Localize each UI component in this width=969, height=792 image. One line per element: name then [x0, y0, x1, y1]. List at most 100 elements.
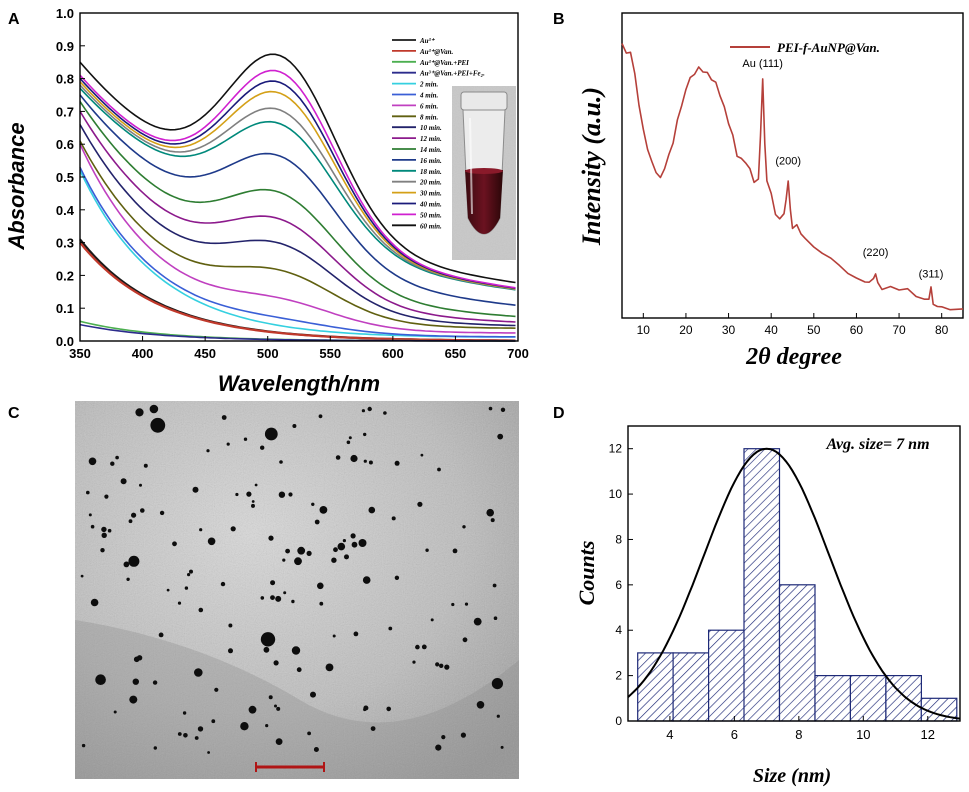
uv-vis-legend-label: 16 min. — [420, 157, 442, 165]
nanoparticle-dot — [264, 427, 278, 441]
nanoparticle-dot — [115, 455, 119, 460]
uv-vis-chart: 350 400 450 500 550 600 650 700 0.0 0.1 0.2 0.3 0.4 0… — [4, 6, 529, 396]
nanoparticle-dot — [189, 569, 193, 574]
nanoparticle-dot — [394, 460, 400, 466]
nanoparticle-dot — [260, 632, 276, 647]
nanoparticle-dot — [497, 433, 504, 440]
nanoparticle-dot — [211, 719, 216, 724]
histogram-y-tick-label: 4 — [615, 623, 622, 637]
nanoparticle-dot — [444, 664, 450, 670]
histogram-x-tick-label: 8 — [795, 727, 802, 742]
nanoparticle-dot — [307, 731, 311, 736]
nanoparticle-dot — [104, 494, 109, 499]
nanoparticle-dot — [88, 513, 92, 517]
nanoparticle-dot — [129, 695, 138, 704]
nanoparticle-dot — [464, 602, 469, 606]
nanoparticle-dot — [346, 440, 351, 445]
nanoparticle-dot — [278, 491, 286, 498]
nanoparticle-dot — [319, 601, 324, 606]
nanoparticle-dot — [113, 710, 117, 714]
nanoparticle-dot — [283, 591, 287, 595]
histogram-bar — [672, 652, 710, 722]
nanoparticle-dot — [101, 526, 107, 533]
uv-vis-y-tick-label: 0.4 — [56, 203, 75, 218]
nanoparticle-dot — [500, 407, 506, 412]
nanoparticle-dot — [263, 646, 270, 653]
nanoparticle-dot — [198, 607, 204, 613]
nanoparticle-dot — [297, 546, 306, 555]
nanoparticle-dot — [491, 678, 503, 690]
xrd-plot-frame — [621, 12, 964, 319]
uv-vis-series-line — [79, 87, 516, 291]
nanoparticle-dot — [221, 415, 227, 420]
nanoparticle-dot — [437, 467, 441, 472]
nanoparticle-dot — [143, 463, 148, 468]
uv-vis-y-tick-label: 0.3 — [56, 236, 74, 251]
gaussian-fit-line — [627, 447, 961, 720]
nanoparticle-dot — [214, 687, 219, 692]
nanoparticle-dot — [199, 528, 203, 532]
nanoparticle-dot — [149, 404, 159, 414]
panel-label-d: D — [553, 405, 565, 422]
nanoparticle-dot — [207, 537, 216, 546]
panel-label-c: C — [8, 405, 20, 422]
uv-vis-legend-label: 50 min. — [420, 211, 442, 219]
histogram-axes: 4 6 8 10 12 0 2 4 6 8 10 12 — [609, 442, 935, 742]
uv-vis-series-line — [79, 69, 516, 289]
histogram-x-axis-label: Size (nm) — [753, 765, 831, 787]
nanoparticle-dot — [294, 557, 302, 566]
nanoparticle-dot — [90, 524, 95, 529]
nanoparticle-dot — [314, 519, 320, 525]
uv-vis-series-group — [79, 53, 516, 342]
nanoparticle-dot — [367, 406, 372, 412]
uv-vis-legend-label: 18 min. — [420, 168, 442, 176]
uv-vis-series-line — [79, 320, 516, 342]
nanoparticle-dot — [412, 660, 416, 664]
nanoparticle-dot — [335, 455, 341, 460]
uv-vis-series-line — [79, 77, 516, 290]
uv-vis-y-tick-label: 0.9 — [56, 39, 74, 54]
uv-vis-legend-label: Au³⁺@Van. — [419, 48, 453, 56]
nanoparticle-dot — [490, 518, 495, 523]
uv-vis-y-tick-label: 0.6 — [56, 137, 74, 152]
avg-size-label: Avg. size= 7 nm — [825, 436, 929, 453]
nanoparticle-dot — [136, 655, 143, 661]
nanoparticle-dot — [120, 478, 127, 485]
uv-vis-y-tick-label: 0.2 — [56, 268, 74, 283]
nanoparticle-dot — [439, 663, 444, 668]
nanoparticle-dot — [166, 588, 170, 592]
nanoparticle-dot — [135, 408, 144, 417]
nanoparticle-dot — [462, 525, 466, 529]
nanoparticle-dot — [243, 437, 248, 441]
uv-vis-series-line — [79, 124, 516, 327]
nanoparticle-dot — [81, 743, 86, 748]
histogram-bars — [637, 448, 958, 722]
xrd-x-tick-label: 60 — [850, 323, 864, 337]
xrd-x-tick-label: 50 — [807, 323, 821, 337]
panel-label-b: B — [553, 11, 565, 28]
uv-vis-legend-label: Au³⁺ — [419, 37, 436, 45]
uv-vis-x-tick-label: 550 — [319, 346, 341, 361]
uv-vis-axes: 350 400 450 500 550 600 650 700 0.0 0.1 0.2 0.3 0.4 0… — [56, 6, 529, 361]
nanoparticle-dot — [197, 726, 204, 732]
histogram-y-tick-label: 0 — [615, 714, 622, 728]
uv-vis-x-tick-label: 400 — [132, 346, 154, 361]
nanoparticle-dot — [184, 586, 189, 590]
nanoparticle-dot — [128, 555, 140, 567]
nanoparticle-dot — [363, 707, 367, 712]
nanoparticle-dot — [95, 674, 106, 685]
histogram-y-axis-label: Counts — [574, 541, 599, 606]
nanoparticle-dot — [275, 738, 283, 745]
histogram-x-tick-label: 4 — [666, 727, 673, 742]
uv-vis-y-tick-label: 0.8 — [56, 72, 74, 87]
xrd-x-tick-label: 70 — [892, 323, 906, 337]
nanoparticle-dot — [383, 411, 387, 415]
nanoparticle-dot — [310, 691, 316, 698]
nanoparticle-dot — [268, 695, 273, 700]
xrd-peak-label: (311) — [919, 269, 944, 281]
nanoparticle-dot — [177, 601, 182, 605]
nanoparticle-dot — [246, 491, 252, 497]
nanoparticle-dot — [351, 541, 358, 548]
nanoparticle-dot — [362, 576, 371, 584]
